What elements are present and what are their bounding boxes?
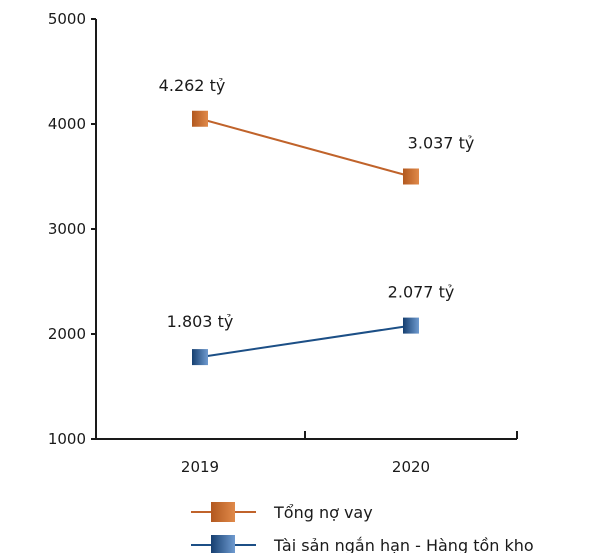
x-tick-label: 2019	[181, 458, 219, 476]
axes: 1000 2000 3000 4000 5000 2019 2020	[48, 10, 518, 476]
y-tick-label: 3000	[48, 220, 86, 238]
data-label: 1.803 tỷ	[167, 312, 234, 331]
series-marker	[403, 168, 419, 185]
series-markers	[192, 110, 419, 366]
series-marker	[403, 317, 419, 334]
series-lines	[199, 117, 412, 359]
legend: Tổng nợ vay Tài sản ngắn hạn - Hàng tồn k…	[191, 502, 534, 553]
data-labels: 4.262 tỷ 3.037 tỷ 1.803 tỷ 2.077 tỷ	[159, 76, 475, 331]
legend-marker	[211, 535, 235, 553]
data-label: 3.037 tỷ	[408, 134, 475, 153]
y-tick-label: 1000	[48, 430, 86, 448]
legend-marker	[211, 502, 235, 522]
data-label: 4.262 tỷ	[159, 76, 226, 95]
series-marker	[192, 110, 208, 127]
series-line	[199, 117, 412, 178]
y-tick-label: 5000	[48, 10, 86, 28]
x-tick-label: 2020	[392, 458, 430, 476]
data-label: 2.077 tỷ	[388, 283, 455, 302]
y-tick-label: 4000	[48, 115, 86, 133]
legend-label: Tài sản ngắn hạn - Hàng tồn kho	[273, 536, 534, 553]
series-marker	[192, 349, 208, 366]
series-line	[199, 324, 412, 359]
legend-label: Tổng nợ vay	[273, 503, 373, 522]
y-tick-label: 2000	[48, 325, 86, 343]
